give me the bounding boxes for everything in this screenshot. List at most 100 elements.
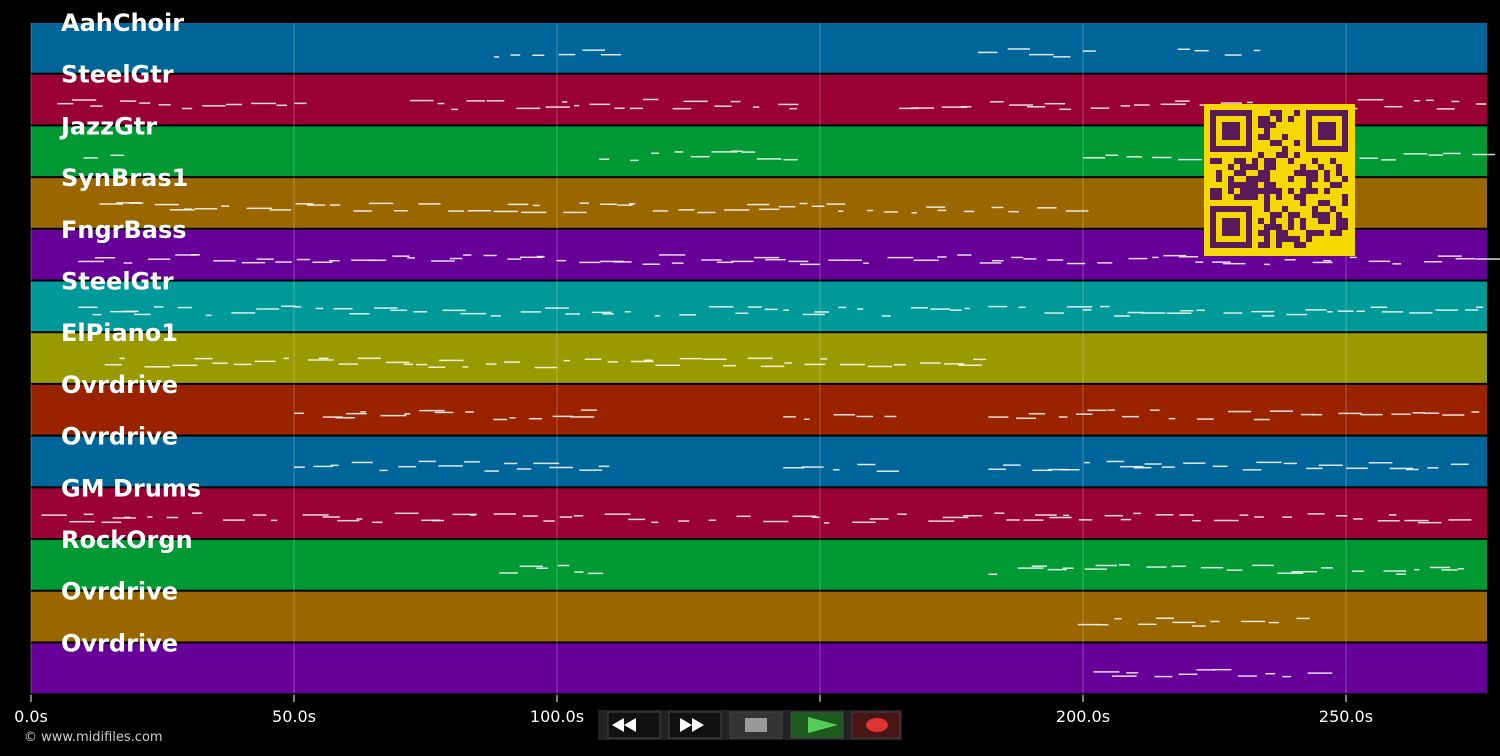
note [654, 315, 661, 317]
note [949, 309, 962, 311]
track-name: Ovrdrive [61, 423, 178, 451]
note [374, 307, 398, 309]
note [532, 54, 545, 57]
note [283, 357, 289, 360]
note [509, 417, 516, 419]
note [674, 151, 684, 153]
note [351, 259, 377, 261]
note [1133, 104, 1150, 106]
note [147, 258, 171, 260]
stop-icon[interactable] [745, 718, 767, 732]
play-icon[interactable] [808, 717, 838, 733]
note [1106, 460, 1125, 463]
qr-cell [1246, 188, 1252, 194]
note [1450, 463, 1469, 466]
note [465, 411, 474, 413]
note [166, 516, 179, 519]
qr-cell [1246, 164, 1252, 170]
note [741, 151, 756, 153]
note [467, 210, 492, 212]
note [296, 258, 311, 261]
qr-cell [1282, 236, 1288, 242]
note [1247, 101, 1253, 104]
note [1011, 256, 1024, 259]
forward-icon[interactable] [680, 718, 704, 732]
note [988, 573, 998, 576]
rewind-button[interactable] [607, 711, 661, 739]
note [112, 517, 136, 519]
note [1160, 103, 1186, 106]
note [169, 209, 195, 211]
note [307, 359, 334, 361]
note [139, 102, 151, 104]
note [651, 521, 659, 524]
note [1318, 464, 1343, 467]
note [1095, 564, 1117, 567]
qr-cell [1300, 224, 1306, 230]
note [701, 259, 722, 261]
note [451, 108, 459, 111]
track-name: ElPiano1 [61, 319, 178, 347]
note [431, 519, 445, 522]
note [802, 313, 825, 316]
note [134, 313, 151, 316]
note [1389, 467, 1413, 470]
note [360, 411, 367, 413]
note [1383, 570, 1407, 572]
note [1037, 207, 1057, 209]
record-icon[interactable] [866, 718, 888, 732]
note [589, 103, 611, 106]
qr-cell [1264, 170, 1270, 176]
forward-button[interactable] [668, 711, 722, 739]
note [380, 414, 407, 417]
note [504, 462, 518, 465]
note [1261, 315, 1275, 317]
note [1222, 262, 1246, 265]
note [731, 260, 754, 263]
note [194, 357, 213, 360]
qr-cell [1342, 218, 1348, 224]
note [1114, 617, 1122, 620]
play-button[interactable] [790, 711, 844, 739]
qr-cell [1210, 158, 1216, 164]
qr-cell [1264, 128, 1270, 134]
note [1448, 519, 1472, 521]
note [1335, 515, 1348, 517]
note [832, 469, 840, 471]
note [1168, 417, 1176, 420]
note [898, 107, 919, 110]
note [485, 363, 497, 365]
track-lane [31, 591, 1487, 642]
track-lane [31, 540, 1487, 590]
qr-cell [1312, 158, 1318, 164]
note [403, 363, 414, 366]
note [353, 210, 372, 212]
record-button[interactable] [851, 711, 901, 739]
qr-cell [1282, 146, 1288, 152]
note [448, 210, 465, 212]
note [783, 416, 796, 418]
track-lane [31, 436, 1487, 487]
note [1018, 306, 1026, 309]
qr-cell [1258, 170, 1264, 176]
note [856, 415, 874, 418]
note [158, 104, 171, 106]
rewind-icon[interactable] [612, 718, 636, 732]
note [1412, 412, 1426, 414]
note [1396, 573, 1406, 575]
note [1128, 257, 1148, 260]
notes [41, 512, 1472, 524]
note [784, 362, 793, 364]
note [294, 306, 302, 308]
note [172, 364, 198, 367]
stop-button[interactable] [729, 711, 783, 739]
track-name: Ovrdrive [61, 629, 178, 657]
qr-cell [1276, 110, 1282, 116]
note [1083, 157, 1106, 159]
note [600, 260, 624, 263]
qr-cell [1234, 194, 1240, 200]
note [532, 204, 540, 207]
note [1119, 465, 1144, 468]
note [120, 100, 137, 102]
